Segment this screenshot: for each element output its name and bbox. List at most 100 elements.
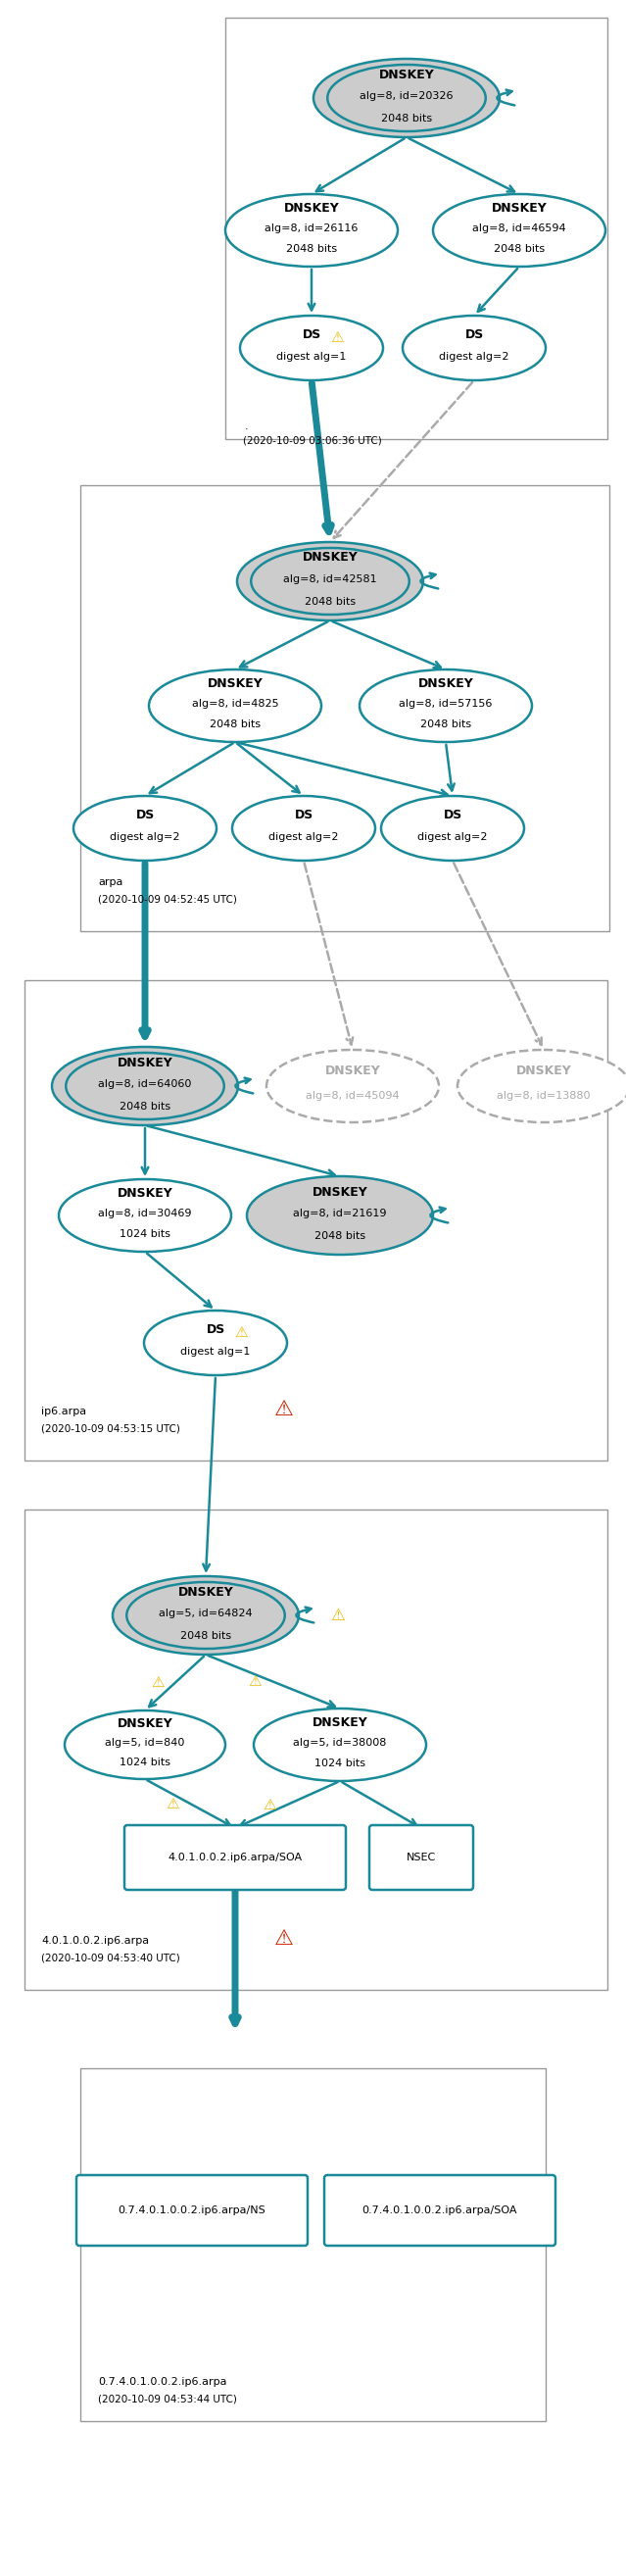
Text: alg=8, id=4825: alg=8, id=4825 xyxy=(192,698,279,708)
Text: digest alg=1: digest alg=1 xyxy=(180,1347,250,1358)
Text: ⚠: ⚠ xyxy=(151,1674,165,1690)
Text: ⚠: ⚠ xyxy=(249,1674,262,1690)
Text: DNSKEY: DNSKEY xyxy=(117,1056,173,1069)
Ellipse shape xyxy=(144,1311,287,1376)
Text: digest alg=2: digest alg=2 xyxy=(439,353,509,363)
Text: alg=8, id=57156: alg=8, id=57156 xyxy=(399,698,493,708)
Text: 2048 bits: 2048 bits xyxy=(286,245,337,255)
Text: DNSKEY: DNSKEY xyxy=(312,1185,367,1198)
Text: 2048 bits: 2048 bits xyxy=(120,1103,170,1110)
Ellipse shape xyxy=(240,317,383,381)
FancyBboxPatch shape xyxy=(125,1826,346,1891)
Text: 0.7.4.0.1.0.0.2.ip6.arpa/SOA: 0.7.4.0.1.0.0.2.ip6.arpa/SOA xyxy=(362,2205,518,2215)
Text: 1024 bits: 1024 bits xyxy=(314,1759,366,1770)
Text: 4.0.1.0.0.2.ip6.arpa/SOA: 4.0.1.0.0.2.ip6.arpa/SOA xyxy=(168,1852,302,1862)
Bar xyxy=(80,2069,546,2421)
Ellipse shape xyxy=(237,541,423,621)
Ellipse shape xyxy=(232,796,375,860)
Text: 2048 bits: 2048 bits xyxy=(420,719,471,729)
Text: (2020-10-09 04:52:45 UTC): (2020-10-09 04:52:45 UTC) xyxy=(98,894,237,904)
Ellipse shape xyxy=(381,796,524,860)
Ellipse shape xyxy=(59,1180,231,1252)
Text: ⚠: ⚠ xyxy=(234,1324,247,1340)
Text: alg=8, id=42581: alg=8, id=42581 xyxy=(284,574,377,585)
Ellipse shape xyxy=(314,59,500,137)
Text: DNSKEY: DNSKEY xyxy=(491,204,547,214)
Ellipse shape xyxy=(433,193,605,268)
Text: alg=8, id=45094: alg=8, id=45094 xyxy=(306,1092,399,1100)
Text: DNSKEY: DNSKEY xyxy=(379,67,434,80)
Text: alg=8, id=21619: alg=8, id=21619 xyxy=(293,1208,387,1218)
Text: alg=5, id=840: alg=5, id=840 xyxy=(105,1739,185,1749)
Text: DNSKEY: DNSKEY xyxy=(312,1716,367,1728)
Text: alg=5, id=38008: alg=5, id=38008 xyxy=(293,1739,387,1749)
Text: alg=8, id=46594: alg=8, id=46594 xyxy=(473,224,566,234)
Ellipse shape xyxy=(113,1577,299,1654)
Text: alg=8, id=13880: alg=8, id=13880 xyxy=(497,1092,590,1100)
Text: alg=5, id=64824: alg=5, id=64824 xyxy=(159,1607,252,1618)
Text: ⚠: ⚠ xyxy=(166,1795,179,1811)
Ellipse shape xyxy=(254,1708,426,1780)
Text: digest alg=2: digest alg=2 xyxy=(110,832,180,842)
Ellipse shape xyxy=(247,1177,433,1255)
Bar xyxy=(225,18,607,438)
Text: (2020-10-09 04:53:15 UTC): (2020-10-09 04:53:15 UTC) xyxy=(41,1425,180,1432)
Text: 2048 bits: 2048 bits xyxy=(494,245,545,255)
Text: (2020-10-09 04:53:40 UTC): (2020-10-09 04:53:40 UTC) xyxy=(41,1953,180,1963)
Text: ⚠: ⚠ xyxy=(263,1798,277,1811)
Text: DS: DS xyxy=(206,1324,225,1337)
Ellipse shape xyxy=(403,317,546,381)
Bar xyxy=(24,981,607,1461)
Text: 1024 bits: 1024 bits xyxy=(120,1757,170,1767)
Text: 2048 bits: 2048 bits xyxy=(305,598,356,605)
Ellipse shape xyxy=(52,1046,238,1126)
Text: ⚠: ⚠ xyxy=(331,1607,346,1625)
Text: alg=8, id=26116: alg=8, id=26116 xyxy=(265,224,358,234)
Text: DNSKEY: DNSKEY xyxy=(117,1188,173,1200)
FancyBboxPatch shape xyxy=(76,2174,307,2246)
Text: DS: DS xyxy=(294,809,313,822)
Ellipse shape xyxy=(73,796,217,860)
Text: 2048 bits: 2048 bits xyxy=(381,113,432,124)
Text: 2048 bits: 2048 bits xyxy=(180,1631,231,1641)
Text: ⚠: ⚠ xyxy=(274,1399,294,1419)
Text: alg=8, id=20326: alg=8, id=20326 xyxy=(360,90,453,100)
Ellipse shape xyxy=(64,1710,225,1780)
Text: DS: DS xyxy=(136,809,155,822)
Ellipse shape xyxy=(359,670,532,742)
Text: digest alg=1: digest alg=1 xyxy=(277,353,347,363)
Text: digest alg=2: digest alg=2 xyxy=(418,832,488,842)
Text: DNSKEY: DNSKEY xyxy=(207,677,263,690)
Text: DNSKEY: DNSKEY xyxy=(516,1064,572,1077)
Text: DS: DS xyxy=(464,327,483,340)
Ellipse shape xyxy=(225,193,398,268)
Text: ip6.arpa: ip6.arpa xyxy=(41,1406,86,1417)
Text: digest alg=2: digest alg=2 xyxy=(269,832,339,842)
Bar xyxy=(24,1510,607,1989)
Ellipse shape xyxy=(149,670,321,742)
Ellipse shape xyxy=(267,1051,439,1123)
FancyBboxPatch shape xyxy=(324,2174,555,2246)
Bar xyxy=(80,484,609,930)
Text: 2048 bits: 2048 bits xyxy=(210,719,260,729)
Text: 1024 bits: 1024 bits xyxy=(120,1229,170,1239)
Text: DS: DS xyxy=(302,327,321,340)
Text: DNSKEY: DNSKEY xyxy=(178,1584,233,1597)
Text: arpa: arpa xyxy=(98,878,123,886)
Text: .: . xyxy=(245,422,249,430)
Text: 4.0.1.0.0.2.ip6.arpa: 4.0.1.0.0.2.ip6.arpa xyxy=(41,1937,149,1945)
FancyBboxPatch shape xyxy=(369,1826,473,1891)
Text: DNSKEY: DNSKEY xyxy=(418,677,473,690)
Text: alg=8, id=64060: alg=8, id=64060 xyxy=(98,1079,192,1090)
Ellipse shape xyxy=(458,1051,626,1123)
Text: ⚠: ⚠ xyxy=(330,330,343,345)
Text: (2020-10-09 03:06:36 UTC): (2020-10-09 03:06:36 UTC) xyxy=(243,435,382,446)
Text: DNSKEY: DNSKEY xyxy=(284,204,339,214)
Text: DNSKEY: DNSKEY xyxy=(325,1064,381,1077)
Text: ⚠: ⚠ xyxy=(274,1929,294,1947)
Text: 0.7.4.0.1.0.0.2.ip6.arpa/NS: 0.7.4.0.1.0.0.2.ip6.arpa/NS xyxy=(118,2205,266,2215)
Text: alg=8, id=30469: alg=8, id=30469 xyxy=(98,1208,192,1218)
Text: DS: DS xyxy=(443,809,462,822)
Text: DNSKEY: DNSKEY xyxy=(117,1718,173,1731)
Text: 0.7.4.0.1.0.0.2.ip6.arpa: 0.7.4.0.1.0.0.2.ip6.arpa xyxy=(98,2378,227,2388)
